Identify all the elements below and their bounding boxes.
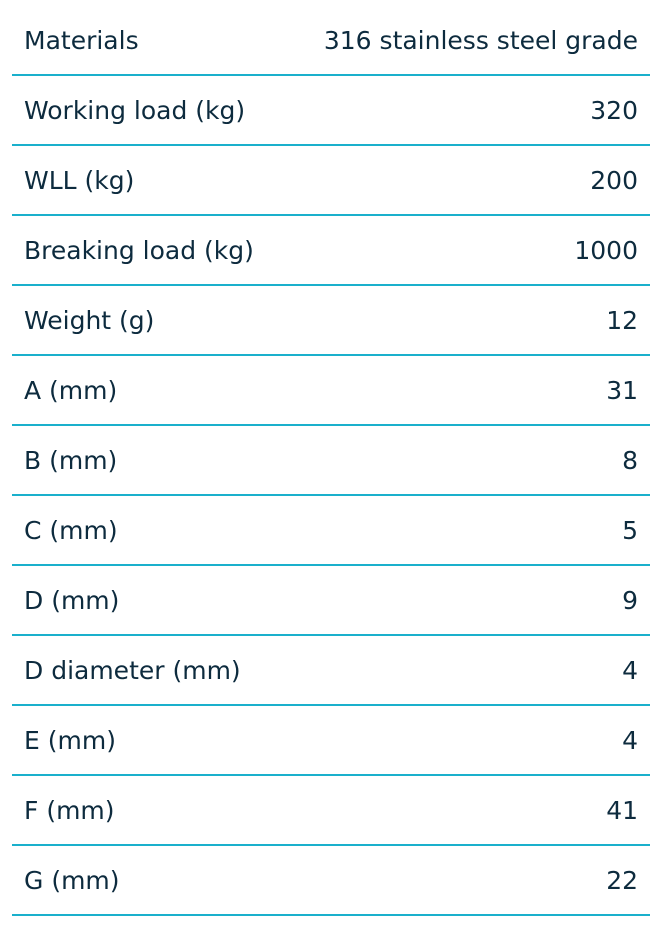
- spec-label: D diameter (mm): [12, 635, 286, 706]
- spec-label: B (mm): [12, 425, 286, 496]
- spec-value: 31: [285, 355, 650, 426]
- table-row: D diameter (mm) 4: [12, 635, 650, 706]
- table-row: Materials 316 stainless steel grade: [12, 6, 650, 76]
- spec-table: Materials 316 stainless steel grade Workin…: [12, 6, 650, 916]
- spec-value: 9: [285, 565, 650, 636]
- table-row: Working load (kg) 320: [12, 75, 650, 146]
- spec-value: 4: [285, 705, 650, 776]
- spec-value: 5: [285, 495, 650, 566]
- table-row: F (mm) 41: [12, 775, 650, 846]
- table-row: Breaking load (kg) 1000: [12, 215, 650, 286]
- table-row: B (mm) 8: [12, 425, 650, 496]
- table-row: A (mm) 31: [12, 355, 650, 426]
- table-row: WLL (kg) 200: [12, 145, 650, 216]
- table-row: G (mm) 22: [12, 845, 650, 916]
- spec-value: 200: [285, 145, 650, 216]
- spec-label: C (mm): [12, 495, 286, 566]
- spec-label: Materials: [12, 6, 286, 76]
- spec-label: D (mm): [12, 565, 286, 636]
- table-row: C (mm) 5: [12, 495, 650, 566]
- spec-label: F (mm): [12, 775, 286, 846]
- spec-label: A (mm): [12, 355, 286, 426]
- table-row: E (mm) 4: [12, 705, 650, 776]
- spec-value: 320: [285, 75, 650, 146]
- table-row: Weight (g) 12: [12, 285, 650, 356]
- spec-value: 4: [285, 635, 650, 706]
- spec-label: G (mm): [12, 845, 286, 916]
- spec-label: Weight (g): [12, 285, 286, 356]
- spec-value: 8: [285, 425, 650, 496]
- spec-label: Breaking load (kg): [12, 215, 286, 286]
- spec-value: 41: [285, 775, 650, 846]
- spec-label: Working load (kg): [12, 75, 286, 146]
- spec-value: 1000: [285, 215, 650, 286]
- spec-label: E (mm): [12, 705, 286, 776]
- spec-label: WLL (kg): [12, 145, 286, 216]
- spec-value: 12: [285, 285, 650, 356]
- table-row: D (mm) 9: [12, 565, 650, 636]
- spec-value: 22: [285, 845, 650, 916]
- spec-value: 316 stainless steel grade: [285, 6, 650, 76]
